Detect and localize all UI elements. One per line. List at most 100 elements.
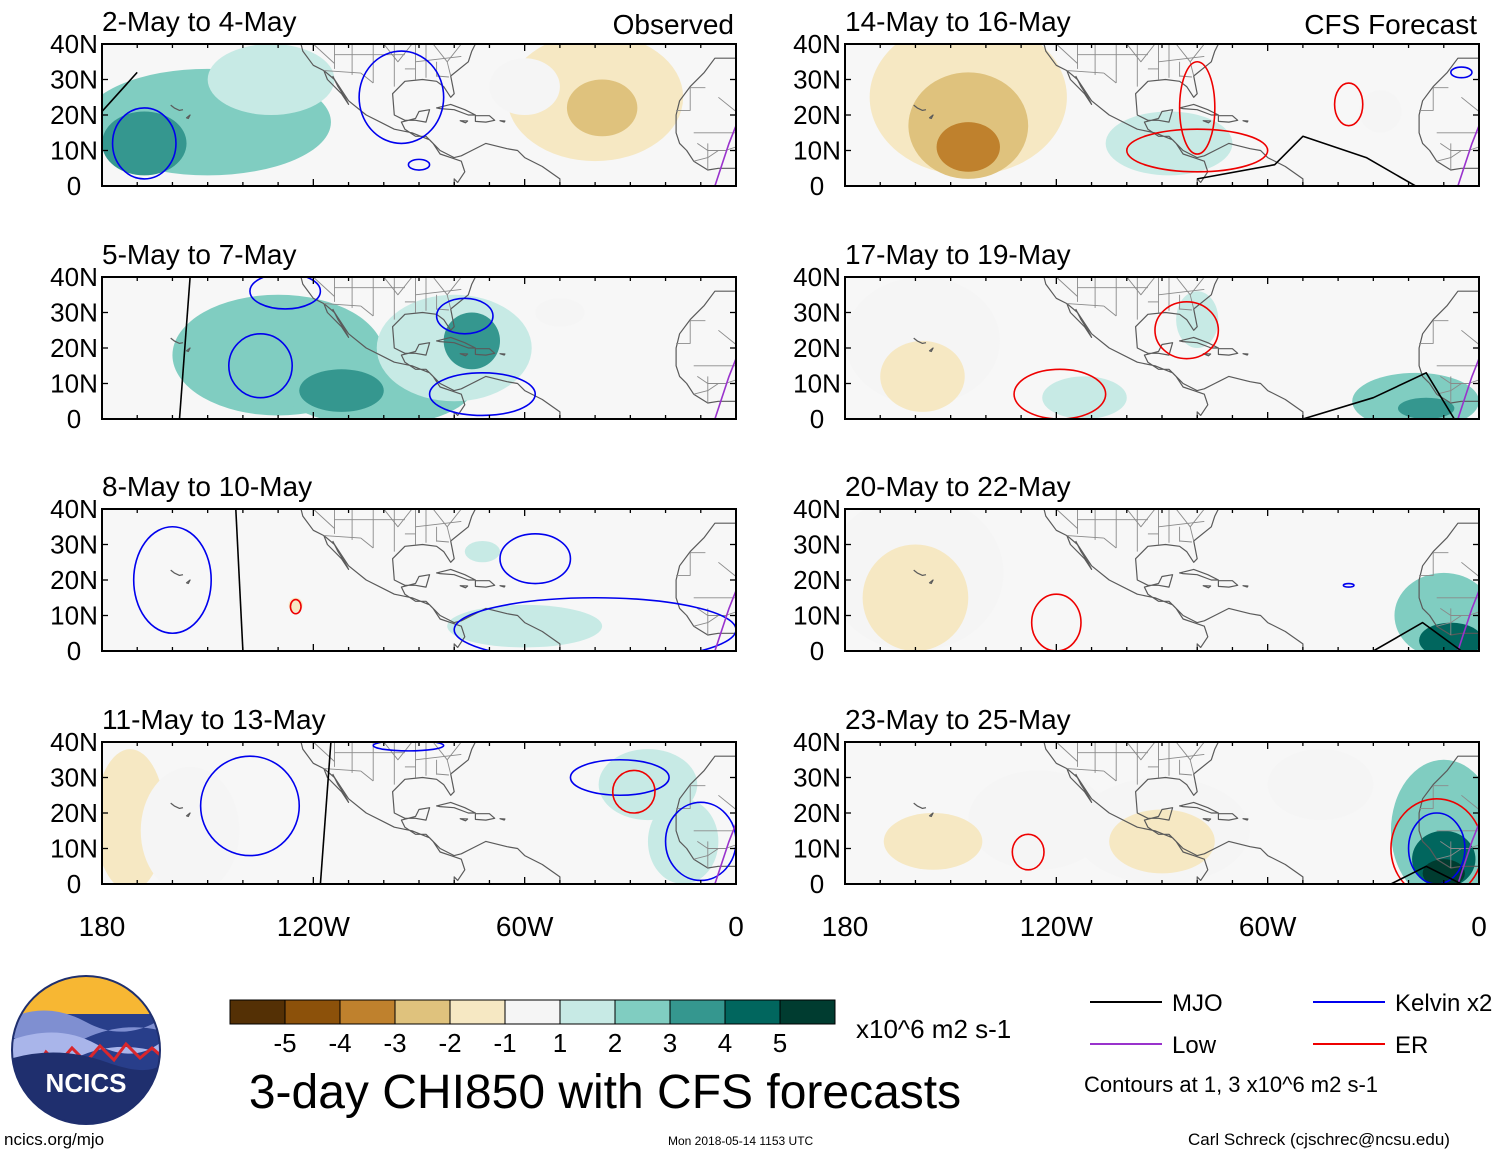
coastline-hispaniola — [1217, 813, 1239, 821]
contour-low — [1457, 125, 1479, 186]
y-tick-label: 10N — [50, 834, 98, 864]
political-border — [1126, 277, 1156, 296]
coastline-cuba — [436, 336, 476, 349]
colorbar-tick-label: 5 — [773, 1028, 787, 1058]
logo-base — [12, 1052, 160, 1124]
contour-er — [1333, 82, 1364, 127]
y-tick-label: 0 — [67, 636, 81, 666]
coastline-cuba — [436, 801, 476, 814]
contour-kelvin-x2 — [249, 277, 322, 310]
y-tick-label: 30N — [50, 298, 98, 328]
panel-plot-area — [845, 277, 1479, 419]
political-border — [446, 759, 452, 775]
panel-title: 2-May to 4-May — [102, 6, 297, 37]
contour-mjo — [1372, 621, 1462, 651]
coastline-hawaii-chain — [170, 104, 184, 111]
coastline-baja — [1066, 535, 1093, 570]
political-border — [1066, 303, 1104, 307]
panel-3: 40N 30N 20N 10N 0 8-May to 10-May — [50, 471, 737, 666]
contour-mjo — [1302, 372, 1455, 419]
political-border — [676, 87, 706, 111]
political-border — [360, 537, 374, 549]
coastline-hawaii — [928, 347, 934, 353]
colorbar-tick-label: -3 — [383, 1028, 406, 1058]
political-border — [1055, 742, 1078, 762]
coastline-jamaica — [1202, 120, 1212, 124]
political-border — [415, 55, 462, 63]
panel-plot-area — [102, 509, 736, 651]
political-border — [697, 841, 736, 849]
anomaly-region — [1359, 90, 1402, 133]
anomaly-region — [102, 111, 187, 176]
contour-low — [714, 823, 736, 884]
panel-title: 5-May to 7-May — [102, 239, 297, 270]
colorbar-swatch — [504, 999, 561, 1025]
political-border — [1158, 520, 1205, 528]
x-tick-label: 0 — [1471, 911, 1487, 942]
y-tick-label: 30N — [793, 65, 841, 95]
y-tick-label: 40N — [50, 29, 98, 59]
y-tick-label: 40N — [50, 727, 98, 757]
panel-title: 17-May to 19-May — [845, 239, 1071, 270]
panel-plot-area — [845, 44, 1479, 186]
political-border — [446, 526, 452, 542]
y-tick-label: 10N — [793, 136, 841, 166]
panel-1: 40N 30N 20N 10N 0 2-May to 4-May Observed — [50, 6, 737, 201]
y-tick-label: 20N — [50, 565, 98, 595]
y-tick-label: 40N — [793, 494, 841, 524]
contour-kelvin-x2 — [407, 158, 431, 171]
political-border — [718, 561, 736, 577]
y-tick-label: 10N — [793, 369, 841, 399]
coastline-hawaii — [185, 812, 191, 818]
panel-title: 23-May to 25-May — [845, 704, 1071, 735]
political-border — [718, 329, 736, 345]
colorbar-swatch — [559, 999, 616, 1025]
coastline-baja — [1066, 768, 1093, 803]
panel-plot-area — [102, 44, 736, 186]
panel-plot-area — [102, 277, 736, 419]
coastline-jamaica — [1202, 585, 1212, 589]
political-border — [1175, 44, 1205, 63]
contour-mjo — [102, 71, 138, 113]
y-tick-label: 40N — [793, 727, 841, 757]
y-tick-label: 40N — [50, 262, 98, 292]
coastline-puerto-rico — [499, 585, 506, 588]
coastline-jamaica — [1202, 353, 1212, 357]
colorbar-tick-label: -1 — [493, 1028, 516, 1058]
political-border — [446, 61, 452, 77]
panel-plot-area — [845, 509, 1479, 651]
contour-kelvin-x2 — [499, 533, 572, 585]
anomaly-region — [1397, 397, 1455, 419]
political-border — [1126, 742, 1156, 761]
political-border — [676, 552, 706, 576]
political-border — [1189, 526, 1195, 542]
coastline-baja — [323, 70, 350, 105]
y-tick-label: 0 — [810, 171, 824, 201]
x-tick-label: 180 — [79, 911, 126, 942]
y-tick-label: 20N — [793, 565, 841, 595]
author-credit: Carl Schreck (cjschrec@ncsu.edu) — [1188, 1130, 1450, 1149]
political-border — [1440, 143, 1479, 151]
panel-title: 20-May to 22-May — [845, 471, 1071, 502]
anomaly-region — [447, 604, 603, 648]
coastline-baja — [323, 535, 350, 570]
coastline-puerto-rico — [499, 818, 506, 821]
site-url[interactable]: ncics.org/mjo — [4, 1130, 105, 1149]
contour-kelvin-x2 — [1407, 812, 1466, 884]
coastline-baja — [323, 303, 350, 338]
coastline-baja — [323, 768, 350, 803]
coastline-americas — [1038, 44, 1304, 186]
political-border — [360, 770, 374, 782]
coastline-hispaniola — [474, 813, 496, 821]
political-border — [436, 540, 449, 543]
anomaly-region — [535, 298, 585, 327]
colorbar-swatch — [779, 999, 836, 1025]
political-border — [676, 320, 706, 344]
coastline-hawaii — [928, 579, 934, 585]
political-border — [1103, 72, 1117, 84]
panel-title: 8-May to 10-May — [102, 471, 312, 502]
political-border — [1055, 277, 1078, 297]
anomaly-region — [862, 544, 969, 651]
coastline-americas — [295, 742, 561, 884]
